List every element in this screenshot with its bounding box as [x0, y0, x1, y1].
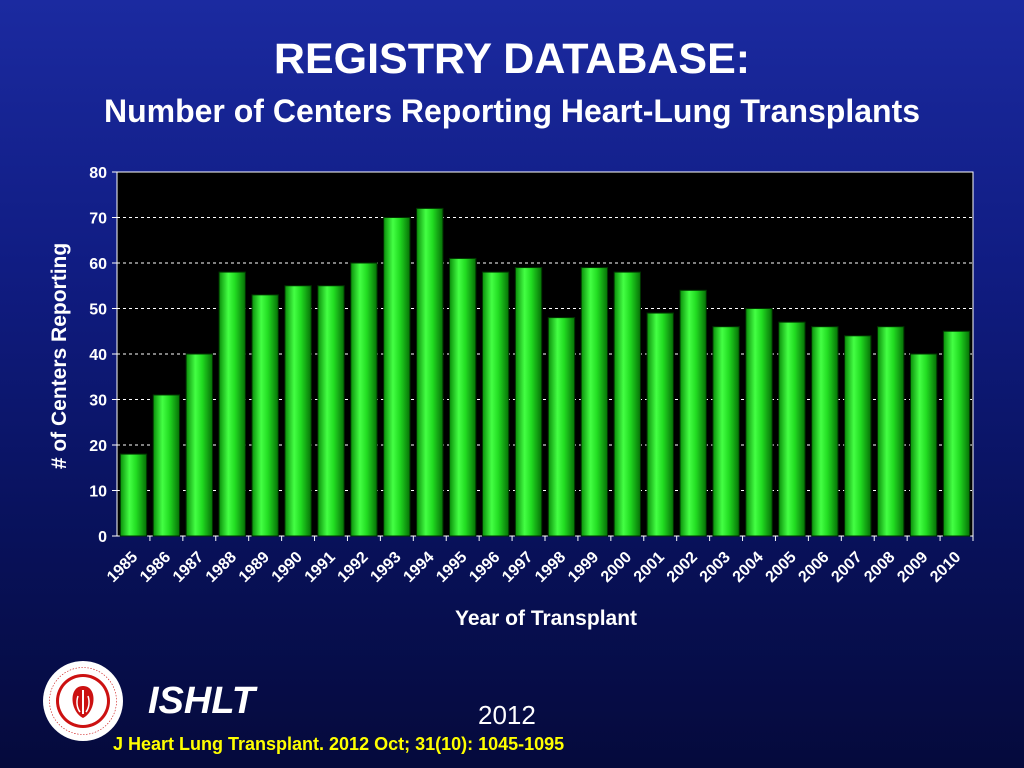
- y-tick-label: 80: [89, 165, 107, 182]
- bar-1997: [514, 267, 543, 537]
- bar-2000: [613, 271, 641, 537]
- x-tick-label: 1992: [335, 549, 372, 586]
- bar-1989: [251, 294, 279, 537]
- x-tick-label: 1996: [466, 549, 503, 586]
- slide-subtitle: Number of Centers Reporting Heart-Lung T…: [103, 93, 921, 129]
- x-tick-label: 2010: [927, 549, 964, 586]
- y-tick-label: 20: [89, 438, 107, 455]
- year-label: 2012: [478, 700, 536, 730]
- bar-2001: [646, 312, 674, 537]
- bar-2003: [712, 326, 740, 537]
- x-tick-label: 2002: [664, 549, 701, 586]
- bar-2005: [778, 321, 806, 537]
- x-tick-label: 1995: [433, 549, 470, 586]
- x-tick-label: 2004: [730, 549, 767, 586]
- x-tick-label: 2005: [763, 549, 800, 586]
- x-tick-label: 1999: [565, 549, 602, 586]
- y-tick-label: 40: [89, 347, 107, 364]
- x-tick-label: 1985: [104, 549, 141, 586]
- bar-1990: [284, 285, 312, 537]
- x-tick-label: 2000: [598, 549, 635, 586]
- y-tick-label: 30: [89, 393, 107, 410]
- bar-1985: [119, 453, 148, 537]
- x-tick-label: 1997: [499, 549, 536, 586]
- y-tick-label: 50: [89, 302, 107, 319]
- bar-1993: [383, 217, 411, 537]
- bar-2008: [877, 326, 905, 537]
- ishlt-logo-icon: [43, 661, 123, 741]
- x-tick-label: 2001: [631, 549, 668, 586]
- y-tick-label: 60: [89, 256, 107, 273]
- bar-1992: [350, 262, 378, 537]
- citation: J Heart Lung Transplant. 2012 Oct; 31(10…: [113, 734, 565, 754]
- bar-1987: [185, 353, 213, 537]
- x-tick-label: 2008: [861, 549, 898, 586]
- bars: [119, 207, 971, 537]
- x-tick-label: 1987: [170, 549, 207, 586]
- x-tick-label: 2006: [795, 549, 832, 586]
- ishlt-label: ISHLT: [148, 680, 255, 722]
- bar-2006: [811, 326, 839, 537]
- x-tick-label: 1991: [302, 549, 339, 586]
- bar-1986: [152, 394, 181, 537]
- x-tick-label: 1988: [203, 549, 240, 586]
- y-tick-label: 0: [98, 529, 107, 546]
- x-tick-label: 1989: [236, 549, 273, 586]
- bar-1996: [481, 271, 510, 537]
- x-tick-label: 1998: [532, 549, 569, 586]
- x-ticks: 1985198619871988198919901991199219931994…: [104, 536, 974, 586]
- y-tick-label: 10: [89, 484, 107, 501]
- y-tick-label: 70: [89, 211, 107, 228]
- bar-2007: [844, 335, 872, 537]
- bar-2010: [942, 330, 971, 537]
- x-tick-label: 2003: [697, 549, 734, 586]
- bar-2004: [745, 308, 773, 537]
- bar-1999: [580, 267, 609, 537]
- bar-1988: [218, 271, 246, 537]
- bar-1991: [317, 285, 345, 537]
- x-tick-label: 2009: [894, 549, 931, 586]
- x-tick-label: 2007: [828, 549, 865, 586]
- bar-1998: [547, 317, 576, 537]
- x-tick-label: 1986: [137, 549, 174, 586]
- bar-2009: [909, 353, 938, 537]
- y-axis-label: # of Centers Reporting: [48, 243, 71, 469]
- x-tick-label: 1993: [367, 549, 404, 586]
- x-axis-label: Year of Transplant: [455, 607, 637, 630]
- gridlines: [117, 217, 973, 491]
- x-tick-label: 1994: [400, 549, 437, 586]
- bar-1994: [416, 207, 444, 537]
- bar-1995: [449, 257, 477, 537]
- y-ticks: 0 10 20 30 40 50 60 70 80: [89, 165, 117, 546]
- x-tick-label: 1990: [269, 549, 306, 586]
- slide-title: REGISTRY DATABASE:: [273, 35, 751, 83]
- bar-2002: [679, 289, 707, 537]
